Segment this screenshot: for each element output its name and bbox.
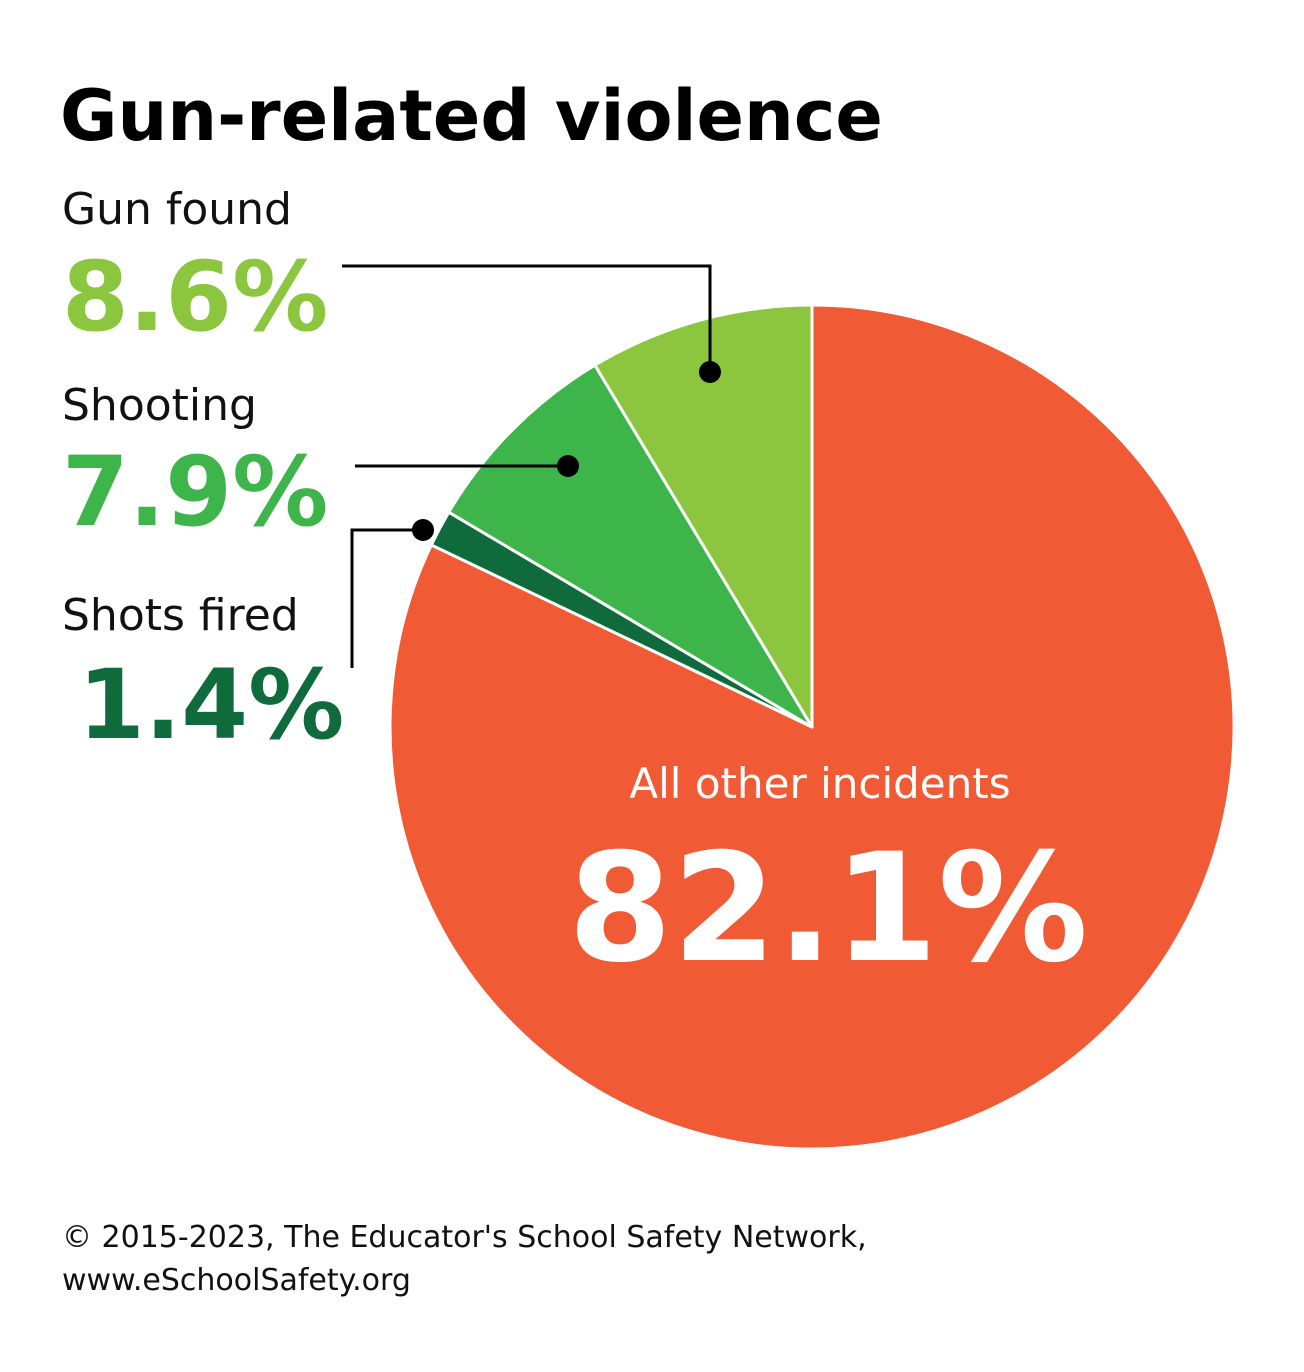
chart-title: Gun-related violence (60, 75, 883, 157)
value-label: 7.9% (62, 436, 328, 548)
pie-slice (593, 303, 814, 729)
value-label: 82.1% (568, 822, 1088, 996)
value-label: 1.4% (78, 649, 344, 761)
slice-label: Shots fired (62, 590, 299, 641)
leader-dot (412, 519, 434, 541)
leader-dot (557, 455, 579, 477)
leader-dot (699, 361, 721, 383)
value-label: 8.6% (62, 241, 328, 353)
slice-label: All other incidents (629, 759, 1010, 808)
footer: www.eSchoolSafety.org (62, 1263, 411, 1298)
footer: © 2015-2023, The Educator's School Safet… (62, 1220, 867, 1255)
slice-label: Shooting (62, 380, 257, 431)
leader-line (350, 528, 423, 668)
pie-slice (447, 363, 814, 729)
slice-label: Gun found (62, 184, 292, 235)
leader-line (342, 264, 712, 372)
